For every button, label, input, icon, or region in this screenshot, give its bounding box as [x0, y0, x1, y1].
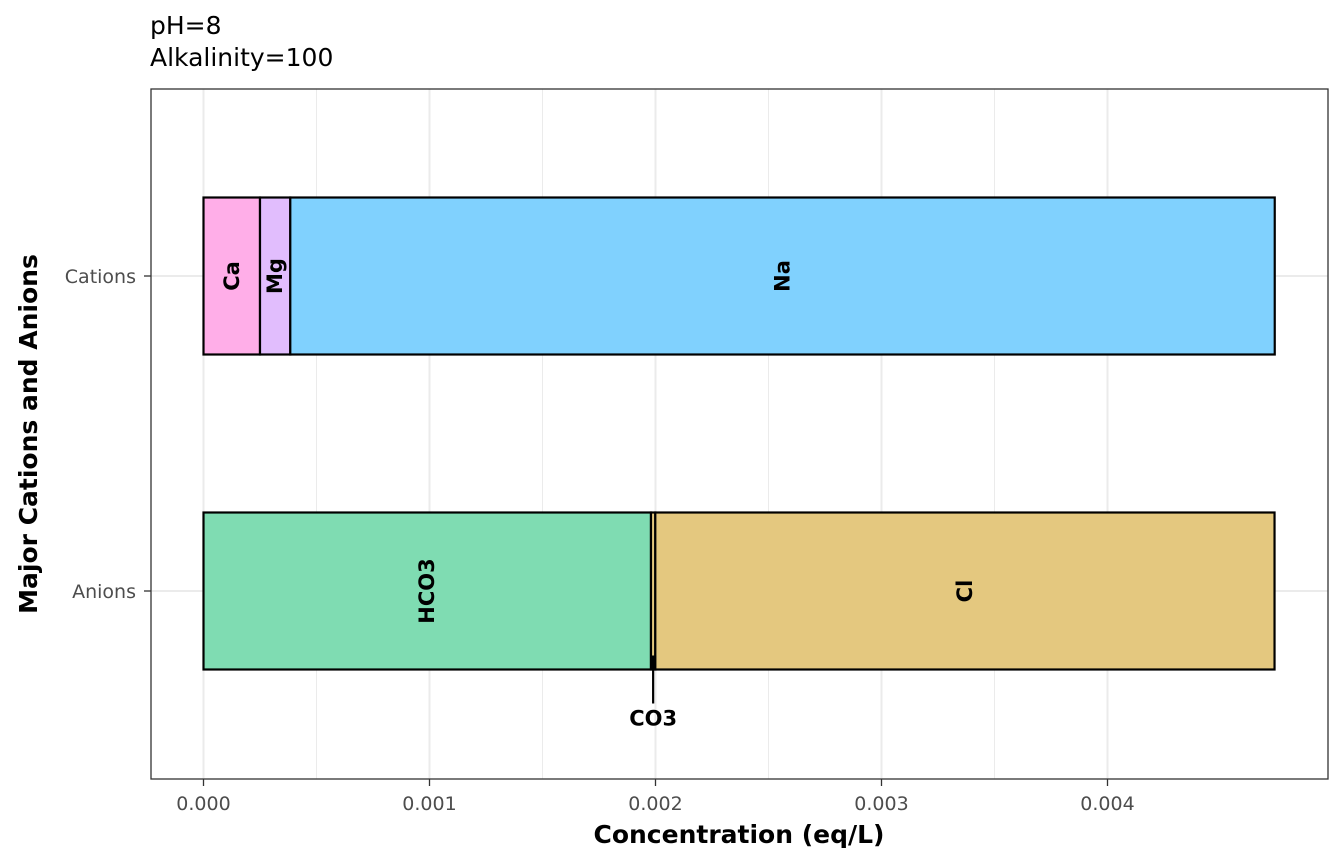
bar-segment-na	[289, 196, 1276, 356]
x-tick-label: 0.004	[1080, 793, 1134, 815]
segment-label-cl: Cl	[953, 580, 977, 603]
title-line-1: pH=8	[150, 11, 222, 40]
segment-label-hco3: HCO3	[415, 558, 439, 623]
y-tick-label-anions: Anions	[72, 581, 136, 603]
y-tick-label-cations: Cations	[65, 266, 136, 288]
segment-label-mg: Mg	[263, 258, 287, 294]
x-axis: 0.000 0.001 0.002 0.003 0.004	[176, 779, 1135, 815]
segment-label-na: Na	[771, 260, 795, 292]
bar-segment-hco3	[202, 511, 653, 671]
bars	[202, 196, 1276, 671]
segment-label-ca: Ca	[220, 261, 244, 291]
x-tick-label: 0.001	[402, 793, 456, 815]
x-tick-label: 0.003	[854, 793, 908, 815]
segment-label-co3: CO3	[629, 707, 677, 731]
bar-segment-cl	[654, 511, 1276, 671]
y-axis: Cations Anions	[65, 266, 151, 603]
bar-segment-ca	[202, 196, 262, 356]
title: pH=8 Alkalinity=100	[150, 11, 333, 72]
x-tick-label: 0.000	[176, 793, 230, 815]
plot-border	[150, 88, 1329, 780]
title-line-2: Alkalinity=100	[150, 43, 333, 72]
segment-labels: Ca Mg Na HCO3 CO3 Cl	[220, 258, 977, 730]
x-axis-title: Concentration (eq/L)	[593, 820, 884, 849]
x-tick-label: 0.002	[628, 793, 682, 815]
plot-background	[151, 89, 1328, 779]
bar-segment-mg	[258, 196, 292, 356]
y-axis-title: Major Cations and Anions	[14, 254, 43, 614]
callout-marker-co3	[650, 655, 657, 670]
